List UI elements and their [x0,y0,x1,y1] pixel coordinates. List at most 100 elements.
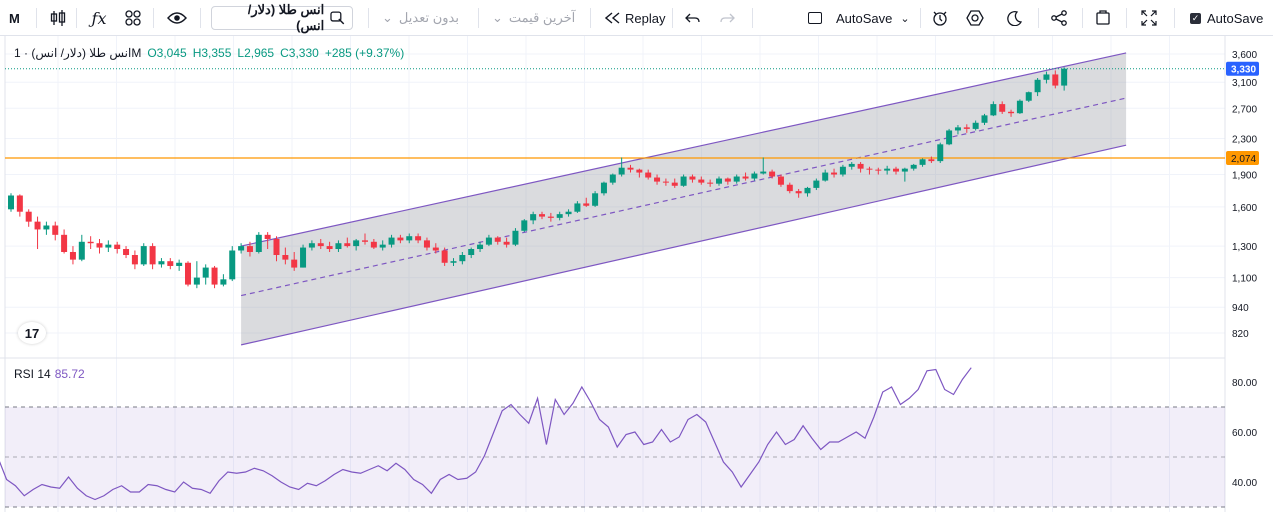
candle[interactable] [25,209,32,227]
candle[interactable] [751,171,758,181]
candle[interactable] [87,236,94,250]
candle[interactable] [848,162,855,170]
symbol-search[interactable]: انس طلا (دلار/ انس) [211,2,353,33]
candle[interactable] [689,174,696,183]
replay-button[interactable]: Replay [605,0,665,36]
candle[interactable] [1016,99,1023,114]
candle[interactable] [583,197,590,207]
candle[interactable] [149,243,156,270]
candle[interactable] [857,162,864,173]
candle[interactable] [556,211,563,221]
candles-icon[interactable] [45,0,71,36]
fx-indicators-icon[interactable]: ƒx [91,8,107,28]
candle[interactable] [724,177,731,185]
candle[interactable] [176,259,183,271]
candle[interactable] [423,237,430,251]
chart-area[interactable]: 3,600 3,100 2,700 2,300 1,900 1,600 1,300 1,100… [0,36,1273,512]
candle[interactable] [804,186,811,197]
candle[interactable] [600,181,607,196]
candle[interactable] [893,166,899,175]
candle[interactable] [698,176,705,185]
candle[interactable] [547,212,554,222]
theme-icon[interactable] [1002,0,1028,36]
candle[interactable] [397,234,404,244]
candle[interactable] [140,243,147,266]
candle[interactable] [238,243,245,254]
candle[interactable] [760,157,767,175]
candle[interactable] [229,246,236,282]
share-icon[interactable] [1046,0,1072,36]
channel-lower-line[interactable] [240,144,1127,346]
candle[interactable] [34,216,41,250]
candle[interactable] [831,168,838,178]
candle[interactable] [353,238,360,251]
candle[interactable] [999,101,1006,114]
candle[interactable] [866,166,873,175]
redo-icon[interactable] [714,0,740,36]
candle[interactable] [415,233,422,244]
candle[interactable] [1008,109,1015,117]
candle[interactable] [503,237,510,248]
candle[interactable] [990,101,997,117]
candle[interactable] [530,211,537,225]
candle[interactable] [291,251,298,271]
fullscreen-icon[interactable] [1136,0,1162,36]
candle[interactable] [822,169,829,182]
candle[interactable] [654,174,661,185]
candle[interactable] [662,178,669,186]
candle[interactable] [627,164,634,173]
candle[interactable] [167,258,174,270]
candle[interactable] [300,244,307,268]
candle[interactable] [777,174,784,187]
candle[interactable] [69,246,76,265]
candle[interactable] [1043,71,1050,84]
candle[interactable] [335,240,342,252]
candle[interactable] [477,241,484,252]
tradingview-logo[interactable]: 17 [18,322,46,344]
candle[interactable] [114,241,121,254]
adjustment-dropdown[interactable]: ⌄ بدون تعدیل [382,0,459,36]
candle[interactable] [264,232,271,250]
candle[interactable] [946,128,953,146]
autosave-layout-button[interactable]: AutoSave ⌄ [808,0,910,36]
candle[interactable] [875,167,882,175]
candle[interactable] [919,158,926,167]
candle[interactable] [105,240,112,252]
candle[interactable] [388,234,395,248]
candle[interactable] [839,164,846,177]
candle[interactable] [123,246,130,259]
candle[interactable] [742,172,749,181]
candle[interactable] [1025,91,1032,103]
candle[interactable] [521,219,528,233]
candle[interactable] [61,229,68,254]
candle[interactable] [680,174,687,187]
alert-icon[interactable] [927,0,953,36]
candle[interactable] [928,156,935,163]
candle[interactable] [282,247,289,265]
candle[interactable] [255,232,262,254]
rsi-line[interactable] [0,367,972,501]
candle[interactable] [494,236,501,245]
candle[interactable] [185,261,191,287]
candle[interactable] [981,113,988,126]
candle[interactable] [592,191,599,207]
candle[interactable] [43,221,50,235]
channel-upper-line[interactable] [240,52,1127,247]
candle[interactable] [954,125,961,135]
candle[interactable] [96,238,103,254]
candle[interactable] [972,120,979,131]
candle[interactable] [406,233,413,244]
candle[interactable] [901,167,908,182]
autosave-toggle[interactable]: ✓ AutoSave [1190,0,1263,36]
candle[interactable] [52,221,59,241]
candle[interactable] [468,247,475,259]
candle[interactable] [362,233,368,245]
candle[interactable] [273,236,280,262]
candle[interactable] [769,169,776,179]
snapshot-icon[interactable] [1090,0,1116,36]
candle[interactable] [618,157,625,177]
candle[interactable] [202,264,209,285]
candle[interactable] [370,238,377,250]
candle[interactable] [645,169,652,180]
candle[interactable] [220,274,227,287]
